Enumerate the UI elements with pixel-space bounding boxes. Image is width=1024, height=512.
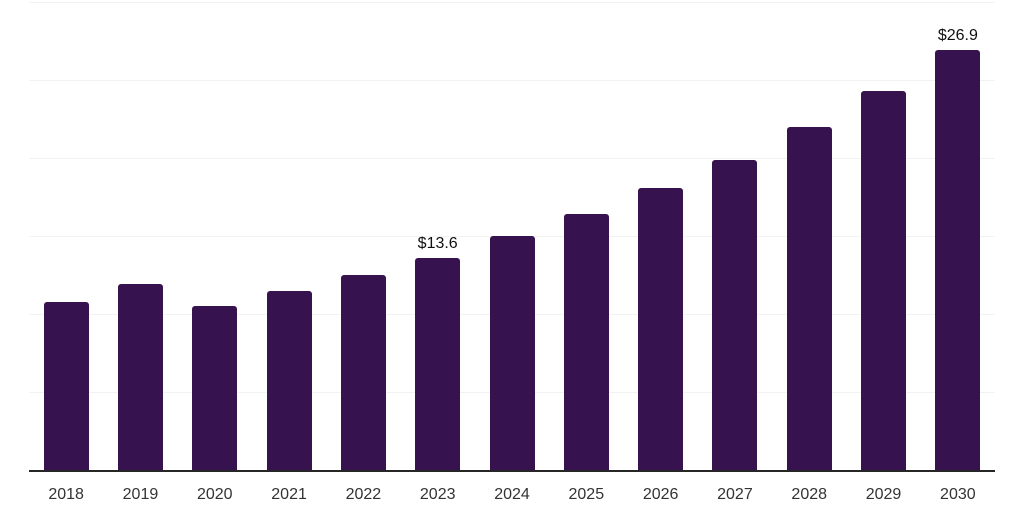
x-tick-label-2026: 2026 bbox=[642, 486, 679, 503]
x-tick-label-2025: 2025 bbox=[568, 486, 605, 503]
bar-2028 bbox=[787, 127, 832, 470]
bar-2026 bbox=[638, 188, 683, 470]
x-tick-label-2023: 2023 bbox=[419, 486, 456, 503]
bar-2029 bbox=[861, 91, 906, 470]
x-tick-label-2018: 2018 bbox=[48, 486, 84, 503]
x-tick-label-2022: 2022 bbox=[345, 486, 382, 503]
bar-2020 bbox=[192, 306, 237, 470]
gridline-30 bbox=[29, 2, 995, 3]
x-tick-label-2030: 2030 bbox=[940, 486, 976, 503]
value-label-2030: $26.9 bbox=[937, 27, 978, 44]
bar-2030 bbox=[935, 50, 980, 470]
bar-2024 bbox=[490, 236, 535, 470]
bar-2025 bbox=[564, 214, 609, 470]
value-label-2023: $13.6 bbox=[417, 235, 458, 252]
x-tick-label-2024: 2024 bbox=[494, 486, 530, 503]
bar-2021 bbox=[267, 291, 312, 470]
gridline-20 bbox=[29, 158, 995, 159]
x-tick-label-2029: 2029 bbox=[865, 486, 902, 503]
x-tick-label-2028: 2028 bbox=[791, 486, 828, 503]
bar-2019 bbox=[118, 284, 163, 470]
x-tick-label-2027: 2027 bbox=[717, 486, 753, 503]
bar-2027 bbox=[712, 160, 757, 470]
x-tick-label-2021: 2021 bbox=[271, 486, 307, 503]
bar-2022 bbox=[341, 275, 386, 470]
bar-2018 bbox=[44, 302, 89, 470]
gridline-25 bbox=[29, 80, 995, 81]
x-tick-label-2020: 2020 bbox=[196, 486, 233, 503]
x-tick-label-2019: 2019 bbox=[122, 486, 159, 503]
x-axis-line bbox=[29, 470, 995, 472]
bar-2023 bbox=[415, 258, 460, 470]
